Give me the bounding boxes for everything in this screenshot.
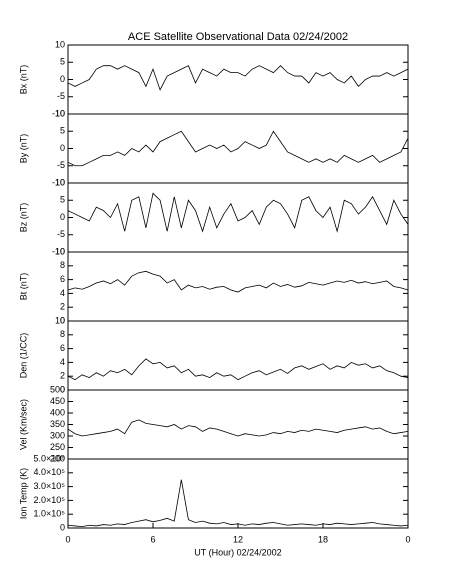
y-tick-label: 10 (55, 177, 65, 187)
panel-frame (67, 389, 409, 460)
y-axis-label: Ion Temp (K) (18, 468, 28, 519)
x-tick-label: 0 (65, 534, 70, 544)
y-tick-label: 2.0×10⁵ (33, 495, 65, 505)
y-tick-label: 250 (50, 442, 65, 452)
y-tick-label: -10 (52, 177, 65, 187)
y-tick-label: 6 (60, 343, 65, 353)
y-tick-label: 5.0×10⁵ (33, 453, 65, 463)
y-axis-label: Bx (nT) (18, 65, 28, 95)
y-tick-label: -5 (57, 160, 65, 170)
data-line (67, 358, 409, 381)
y-tick-label: 0 (60, 315, 65, 325)
panel-frame (67, 182, 409, 253)
y-tick-label: 0 (60, 384, 65, 394)
data-line (67, 130, 409, 167)
panel-frame (67, 44, 409, 115)
y-tick-label: 300 (50, 430, 65, 440)
x-tick-label: 0 (405, 534, 410, 544)
y-tick-label: -10 (52, 108, 65, 118)
y-tick-label: 400 (50, 407, 65, 417)
x-axis-label: UT (Hour) 02/24/2002 (194, 547, 281, 557)
y-tick-label: 10 (55, 315, 65, 325)
chart-title: ACE Satellite Observational Data 02/24/2… (128, 31, 348, 43)
y-tick-label: 2 (60, 371, 65, 381)
y-tick-label: 4 (60, 357, 65, 367)
y-axis-label: Vel (Km/sec) (18, 399, 28, 450)
y-tick-label: 6 (60, 274, 65, 284)
y-tick-label: -10 (52, 246, 65, 256)
y-tick-label: 10 (55, 39, 65, 49)
y-tick-label: 0 (60, 212, 65, 222)
y-tick-label: 4.0×10⁵ (33, 467, 65, 477)
panel-frame (67, 458, 409, 529)
y-tick-label: 10 (55, 246, 65, 256)
data-line (67, 479, 409, 528)
y-tick-label: 0 (60, 74, 65, 84)
y-tick-label: -5 (57, 91, 65, 101)
y-axis-label: Bz (nT) (18, 203, 28, 233)
data-line (67, 192, 409, 233)
y-axis-label: Bt (nT) (18, 273, 28, 301)
y-tick-label: 8 (60, 260, 65, 270)
y-tick-label: 500 (50, 384, 65, 394)
y-tick-label: 1.0×10⁵ (33, 509, 65, 519)
y-tick-label: 200 (50, 453, 65, 463)
y-tick-label: 350 (50, 419, 65, 429)
data-line (67, 270, 409, 293)
x-tick-label: 12 (233, 534, 243, 544)
y-tick-label: 0 (60, 522, 65, 532)
y-tick-label: 3.0×10⁵ (33, 481, 65, 491)
y-tick-label: 10 (55, 108, 65, 118)
y-tick-label: -5 (57, 229, 65, 239)
y-tick-label: 8 (60, 329, 65, 339)
y-tick-label: 450 (50, 396, 65, 406)
y-tick-label: 4 (60, 288, 65, 298)
data-line (67, 419, 409, 437)
y-tick-label: 5 (60, 57, 65, 67)
panel-frame (67, 251, 409, 322)
y-tick-label: 2 (60, 302, 65, 312)
x-tick-label: 18 (318, 534, 328, 544)
y-tick-label: 5 (60, 195, 65, 205)
y-tick-label: 5 (60, 126, 65, 136)
x-tick-label: 6 (150, 534, 155, 544)
y-axis-label: Den (1/CC) (18, 333, 28, 379)
y-tick-label: 0 (60, 143, 65, 153)
data-line (67, 65, 409, 91)
y-axis-label: By (nT) (18, 134, 28, 164)
